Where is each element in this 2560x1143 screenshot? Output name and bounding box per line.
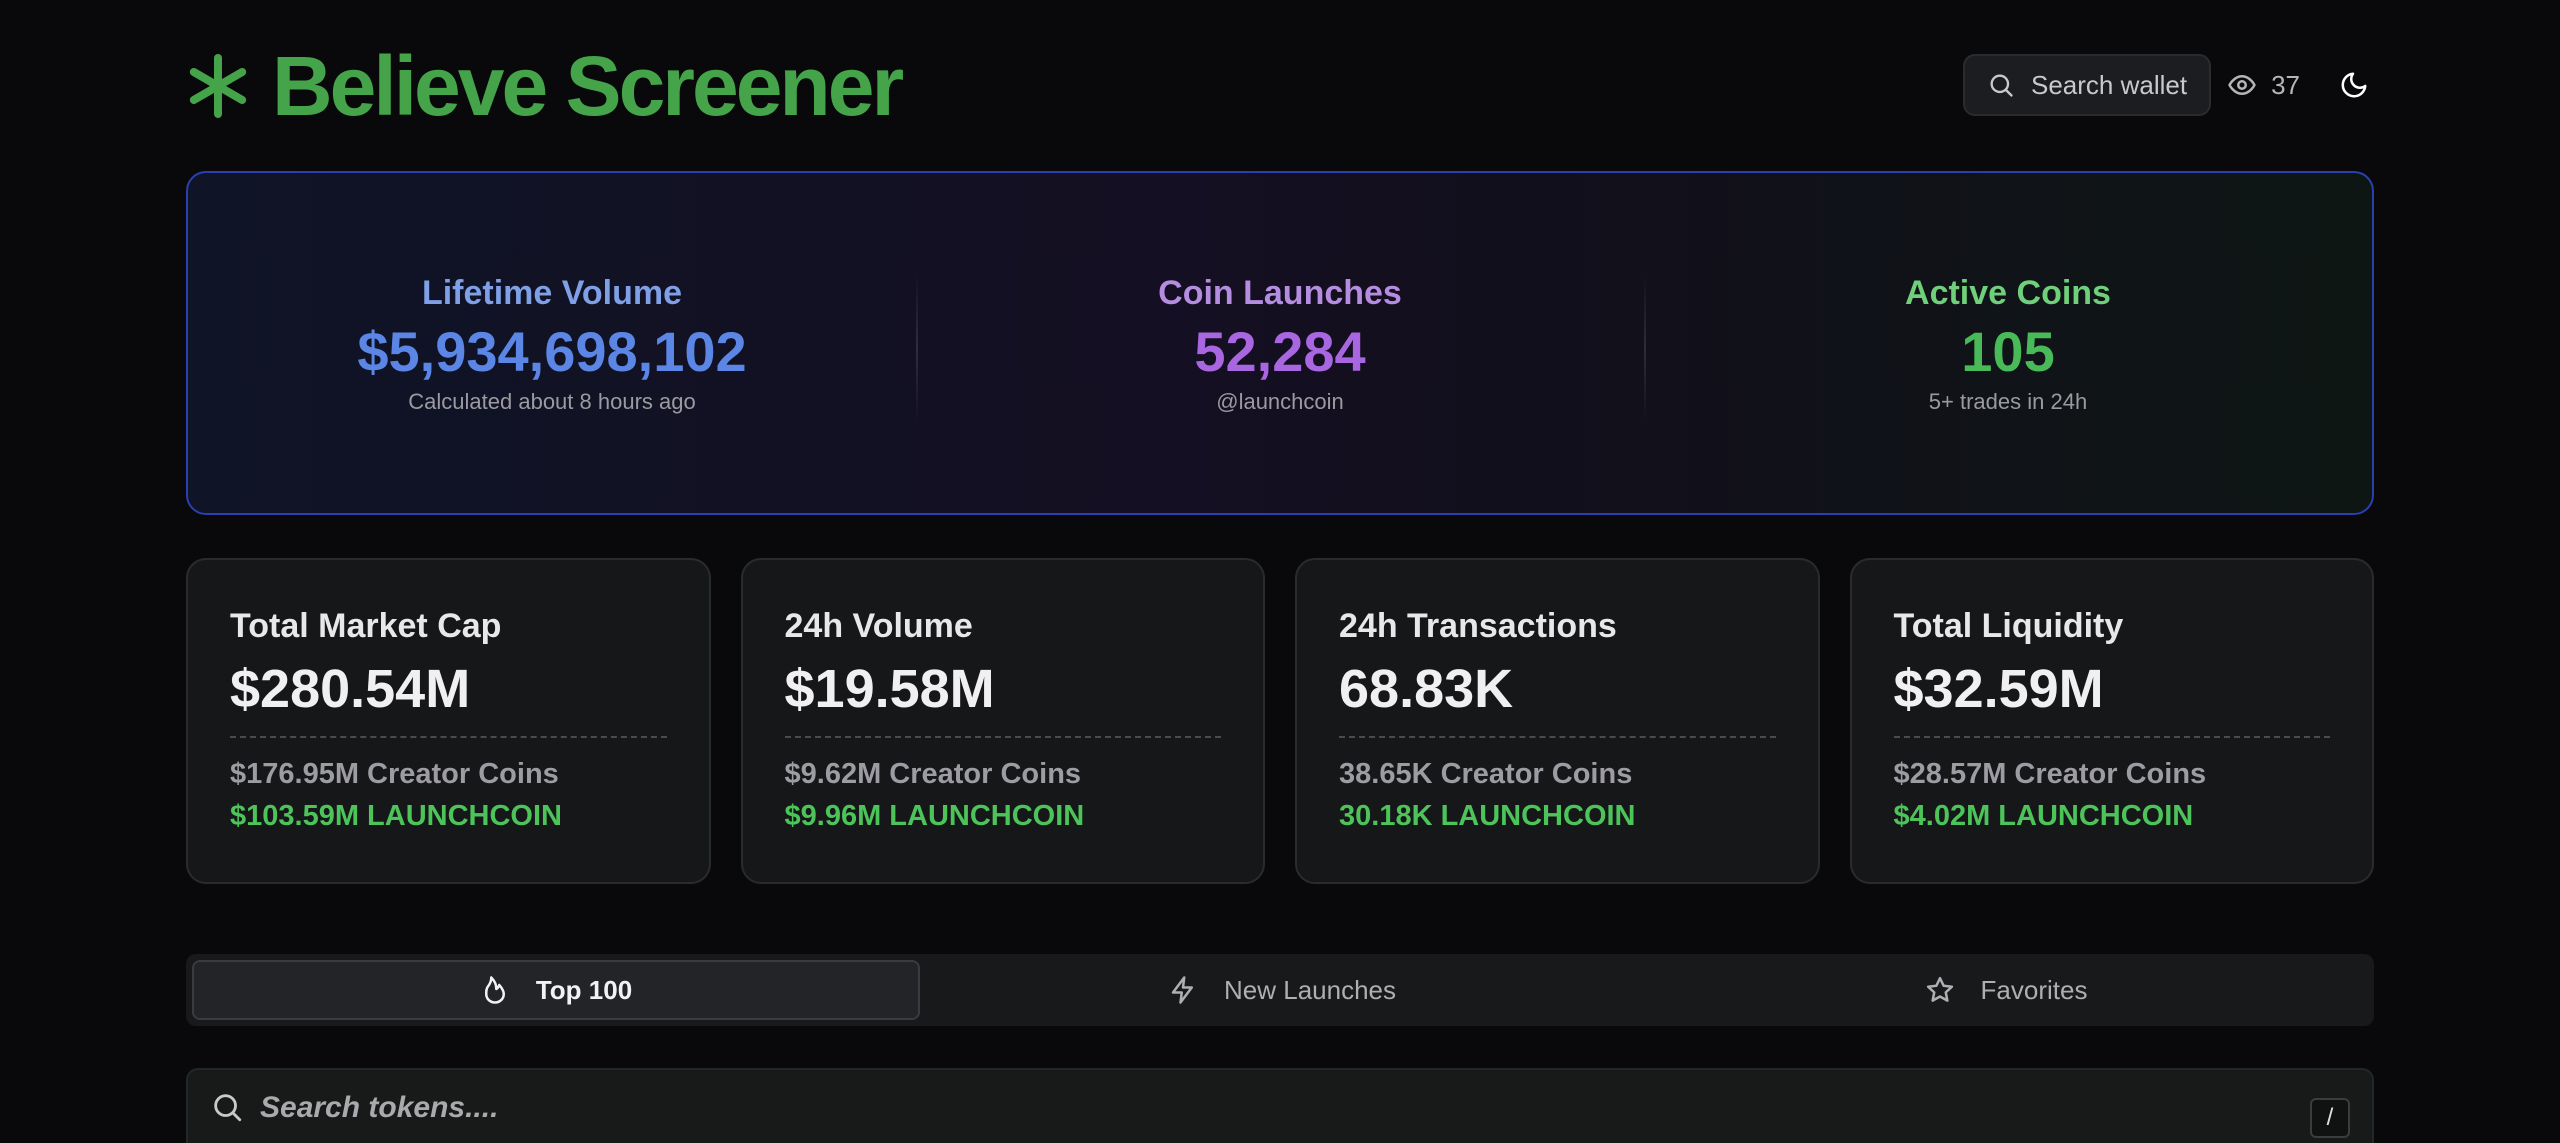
tab-label: Top 100 — [535, 974, 633, 1005]
creator-coins-value: $28.57M Creator Coins — [1893, 758, 2207, 790]
metric-cards: Total Market Cap $280.54M $176.95M Creat… — [186, 558, 2374, 884]
search-icon — [214, 1094, 242, 1122]
search-wallet-button[interactable]: Search wallet — [1963, 54, 2212, 116]
card-divider — [1893, 736, 2330, 738]
moon-icon — [2341, 72, 2367, 98]
transactions-24h-card: 24h Transactions 68.83K 38.65K Creator C… — [1295, 558, 1820, 884]
search-wallet-label: Search wallet — [2031, 69, 2188, 100]
creator-coins-value: 38.65K Creator Coins — [1339, 758, 1633, 790]
stat-value: 52,284 — [1194, 320, 1366, 383]
theme-toggle-button[interactable] — [2334, 65, 2374, 105]
card-title: Total Liquidity — [1893, 607, 2124, 645]
creator-coins-value: $176.95M Creator Coins — [230, 758, 559, 790]
stat-label: Coin Launches — [1158, 274, 1402, 312]
card-value: $32.59M — [1893, 659, 2104, 719]
viewers-count-value: 37 — [2271, 69, 2300, 100]
stat-value: 105 — [1961, 320, 2055, 383]
card-value: $19.58M — [784, 659, 995, 719]
tab-label: Favorites — [1980, 974, 2088, 1005]
launchcoin-value: $4.02M LAUNCHCOIN — [1893, 800, 2194, 832]
token-tabs: Top 100 New Launches Favorites — [186, 954, 2374, 1026]
tab-new-launches[interactable]: New Launches — [920, 960, 1644, 1020]
creator-coins-value: $9.62M Creator Coins — [784, 758, 1082, 790]
coin-launches-stat: Coin Launches 52,284 @launchcoin — [916, 173, 1644, 513]
launchcoin-value: $9.96M LAUNCHCOIN — [784, 800, 1085, 832]
stat-subtext: @launchcoin — [1216, 389, 1344, 414]
eye-icon — [2228, 75, 2256, 95]
card-title: Total Market Cap — [230, 607, 502, 645]
tab-top-100[interactable]: Top 100 — [192, 960, 920, 1020]
stat-label: Lifetime Volume — [421, 274, 683, 312]
stat-subtext: 5+ trades in 24h — [1928, 389, 2088, 414]
card-divider — [230, 736, 667, 738]
lifetime-volume-stat: Lifetime Volume $5,934,698,102 Calculate… — [188, 173, 916, 513]
volume-24h-card: 24h Volume $19.58M $9.62M Creator Coins … — [740, 558, 1265, 884]
stat-value: $5,934,698,102 — [357, 320, 747, 383]
header: Believe Screener Search wallet 37 — [186, 36, 2374, 136]
launchcoin-value: 30.18K LAUNCHCOIN — [1339, 800, 1636, 832]
zap-icon — [1171, 976, 1193, 1004]
card-value: 68.83K — [1339, 659, 1514, 719]
card-divider — [784, 736, 1221, 738]
card-title: 24h Transactions — [1339, 607, 1617, 645]
card-value: $280.54M — [230, 659, 471, 719]
star-icon — [1926, 976, 1953, 1002]
launchcoin-value: $103.59M LAUNCHCOIN — [230, 800, 562, 832]
brand[interactable]: Believe Screener — [186, 36, 904, 136]
search-icon — [1990, 74, 2013, 97]
stat-label: Active Coins — [1905, 274, 2111, 312]
token-search-bar: / — [186, 1068, 2374, 1143]
card-divider — [1339, 736, 1776, 738]
viewers-count: 37 — [2227, 70, 2300, 101]
stat-subtext: Calculated about 8 hours ago — [408, 389, 696, 414]
active-coins-stat: Active Coins 105 5+ trades in 24h — [1644, 173, 2372, 513]
tab-label: New Launches — [1224, 974, 1396, 1005]
search-tokens-input[interactable] — [260, 1086, 2310, 1130]
flame-icon — [484, 976, 505, 1004]
header-actions: Search wallet 37 — [1963, 54, 2374, 116]
search-shortcut-key: / — [2310, 1098, 2350, 1138]
card-title: 24h Volume — [784, 607, 973, 645]
total-market-cap-card: Total Market Cap $280.54M $176.95M Creat… — [186, 558, 711, 884]
hero-stats-panel: Lifetime Volume $5,934,698,102 Calculate… — [186, 171, 2374, 515]
total-liquidity-card: Total Liquidity $32.59M $28.57M Creator … — [1849, 558, 2374, 884]
asterisk-icon — [189, 54, 247, 118]
app-title: Believe Screener — [272, 39, 904, 133]
tab-favorites[interactable]: Favorites — [1644, 960, 2368, 1020]
